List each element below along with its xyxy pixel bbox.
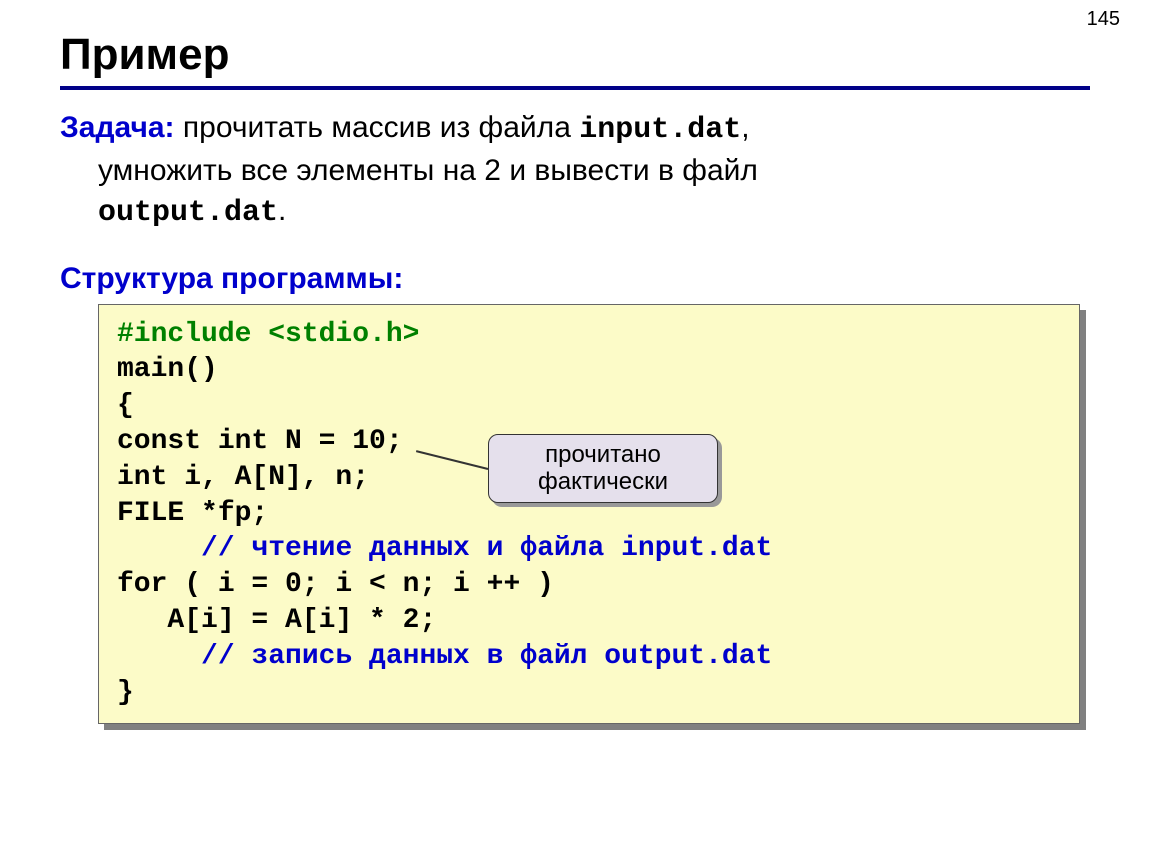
task-mono-output: output.dat bbox=[98, 196, 278, 230]
code-line-10: // запись данных в файл output.dat bbox=[201, 641, 772, 672]
code-line-1: #include <stdio.h> bbox=[117, 319, 419, 350]
callout-text-2: фактически bbox=[499, 468, 707, 496]
code-line-6: FILE *fp; bbox=[117, 498, 268, 529]
code-line-2: main() bbox=[117, 354, 218, 385]
code-line-10-indent bbox=[117, 641, 201, 672]
task-text-1b: , bbox=[741, 111, 749, 144]
code-line-5: int i, A[N], n; bbox=[117, 462, 369, 493]
page-number: 145 bbox=[1087, 8, 1120, 31]
task-label: Задача: bbox=[60, 111, 175, 144]
structure-label: Структура программы: bbox=[60, 262, 1090, 296]
task-text-1a: прочитать массив из файла bbox=[175, 111, 580, 144]
code-line-4: const int N = 10; bbox=[117, 426, 403, 457]
code-line-7: // чтение данных и файла input.dat bbox=[201, 533, 772, 564]
task-text-3b: . bbox=[278, 194, 286, 227]
slide-title: Пример bbox=[60, 30, 1090, 80]
code-line-3: { bbox=[117, 390, 134, 421]
code-line-8: for ( i = 0; i < n; i ++ ) bbox=[117, 569, 554, 600]
slide-content: Пример Задача: прочитать массив из файла… bbox=[0, 0, 1150, 724]
code-line-7-indent bbox=[117, 533, 201, 564]
task-mono-input: input.dat bbox=[579, 113, 741, 147]
title-rule bbox=[60, 86, 1090, 90]
code-line-9-indent bbox=[117, 605, 167, 636]
code-line-11: } bbox=[117, 677, 134, 708]
code-box: #include <stdio.h> main() { const int N … bbox=[98, 304, 1080, 724]
code-block: #include <stdio.h> main() { const int N … bbox=[98, 304, 1080, 724]
code-line-9: A[i] = A[i] * 2; bbox=[167, 605, 436, 636]
task-text-2: умножить все элементы на 2 и вывести в ф… bbox=[98, 151, 1090, 192]
callout-text-1: прочитано bbox=[499, 441, 707, 469]
callout: прочитано фактически bbox=[488, 434, 718, 503]
task-block: Задача: прочитать массив из файла input.… bbox=[60, 108, 1090, 234]
callout-box: прочитано фактически bbox=[488, 434, 718, 503]
